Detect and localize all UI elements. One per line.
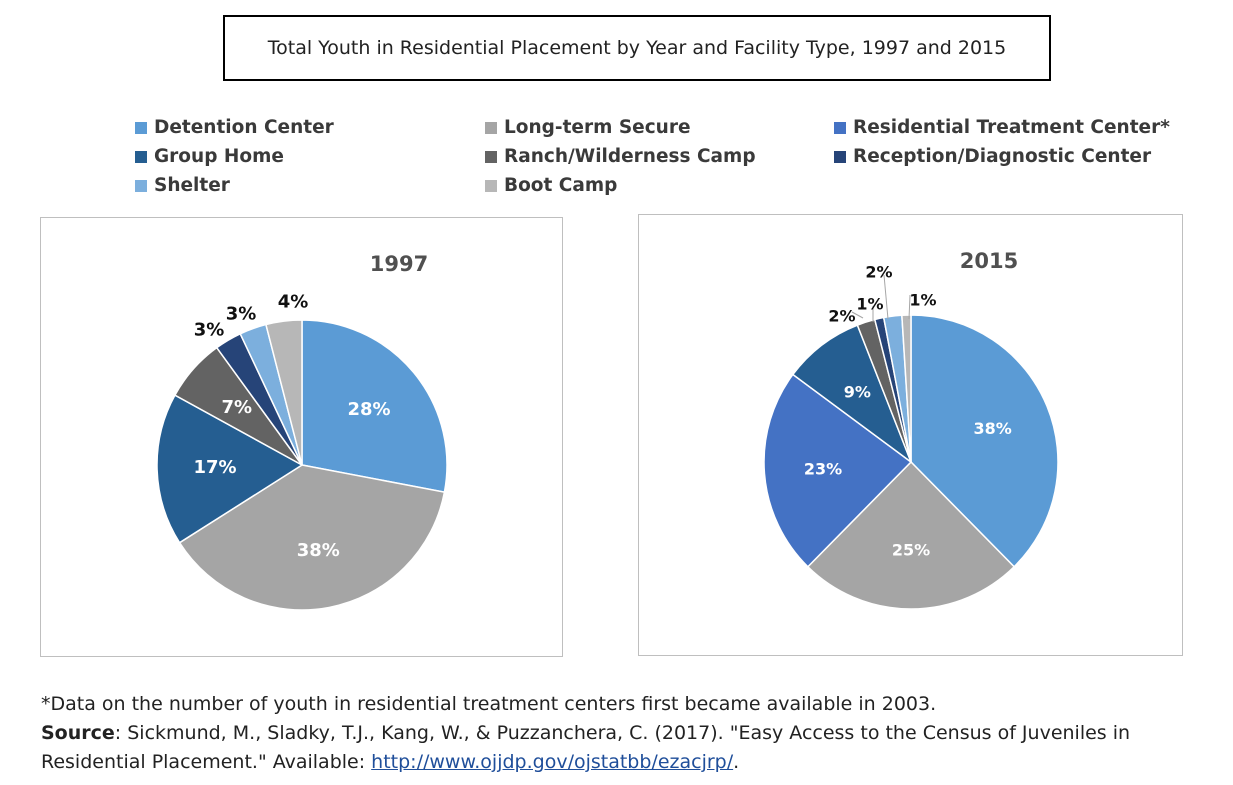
- pie-slice-residential-treatment-center: [763, 373, 913, 568]
- data-label-group-home: 9%: [844, 382, 871, 401]
- data-label-shelter: 2%: [865, 263, 892, 282]
- legend-item-boot-camp: Boot Camp: [485, 175, 617, 196]
- data-label-reception-diagnostic-center: 3%: [194, 320, 225, 341]
- source-link[interactable]: http://www.ojjdp.gov/ojstatbb/ezacjrp/: [371, 751, 734, 773]
- data-label-reception-diagnostic-center: 1%: [856, 295, 883, 314]
- legend: Detention Center Long-term Secure Reside…: [135, 117, 1175, 205]
- source-text-cont: Residential Placement." Available:: [41, 751, 372, 773]
- legend-swatch: [135, 150, 147, 163]
- data-label-long-term-secure: 38%: [297, 540, 340, 561]
- data-label-ranch-wilderness-camp: 2%: [828, 307, 855, 326]
- pie-slice-detention-center: [301, 319, 448, 494]
- chart-title: Total Youth in Residential Placement by …: [267, 37, 1007, 59]
- data-label-group-home: 17%: [193, 457, 236, 478]
- data-label-shelter: 3%: [226, 304, 257, 325]
- legend-label: Boot Camp: [504, 175, 618, 196]
- legend-swatch: [485, 121, 497, 134]
- pie-slice-boot-camp: [265, 319, 303, 466]
- legend-swatch: [834, 150, 846, 163]
- legend-label: Shelter: [154, 175, 230, 196]
- source-text: : Sickmund, M., Sladky, T.J., Kang, W., …: [114, 722, 1131, 744]
- source-label: Source: [41, 722, 115, 744]
- legend-item-reception-diagnostic-center: Reception/Diagnostic Center: [834, 146, 1151, 167]
- footnote: *Data on the number of youth in resident…: [41, 690, 1221, 777]
- pie-panel-2015: 38% 25% 23% 9% 2% 1% 2% 1% 2015: [638, 214, 1183, 656]
- legend-swatch: [135, 179, 147, 192]
- legend-label: Group Home: [154, 146, 284, 167]
- data-label-boot-camp: 1%: [909, 291, 936, 310]
- chart-title-box: Total Youth in Residential Placement by …: [223, 15, 1051, 81]
- leader-line: [851, 311, 864, 319]
- data-label-detention-center: 38%: [973, 419, 1011, 438]
- footnote-source-cont: Residential Placement." Available: http:…: [41, 748, 1221, 777]
- data-label-detention-center: 28%: [347, 399, 390, 420]
- footnote-note: *Data on the number of youth in resident…: [41, 693, 937, 715]
- legend-item-ranch-wilderness-camp: Ranch/Wilderness Camp: [485, 146, 756, 167]
- leader-line: [908, 294, 911, 320]
- legend-label: Reception/Diagnostic Center: [853, 146, 1152, 167]
- pie-slice-group-home: [156, 394, 304, 544]
- pie-title: 1997: [370, 252, 428, 276]
- data-label-residential-treatment-center: 23%: [804, 459, 842, 478]
- pie-chart-1997: 28% 38% 17% 7% 3%3% 4% 1997: [156, 252, 448, 611]
- legend-item-long-term-secure: Long-term Secure: [485, 117, 691, 138]
- legend-item-detention-center: Detention Center: [135, 117, 334, 138]
- data-label-boot-camp: 4%: [278, 292, 309, 313]
- legend-label: Ranch/Wilderness Camp: [504, 146, 756, 167]
- pie-slice-detention-center: [910, 314, 1059, 568]
- footnote-source: Source: Sickmund, M., Sladky, T.J., Kang…: [41, 719, 1221, 748]
- legend-label: Detention Center: [154, 117, 334, 138]
- pie-title: 2015: [960, 249, 1018, 273]
- legend-swatch: [485, 150, 497, 163]
- legend-label: Residential Treatment Center*: [853, 117, 1170, 138]
- data-label-long-term-secure: 25%: [892, 541, 930, 560]
- legend-item-residential-treatment-center: Residential Treatment Center*: [834, 117, 1170, 138]
- data-label-ranch-wilderness-camp: 7%: [221, 397, 252, 418]
- legend-swatch: [135, 121, 147, 134]
- legend-item-group-home: Group Home: [135, 146, 284, 167]
- pie-slice-group-home: [791, 324, 913, 465]
- pie-panel-1997: 28% 38% 17% 7% 3% 3% 4% 1997: [40, 217, 563, 657]
- pie-slice-long-term-secure: [806, 460, 1016, 610]
- pie-chart-2015: 38%25%23%9%2%1%2%1%2015: [763, 249, 1059, 610]
- pie-slice-boot-camp: [901, 314, 912, 463]
- legend-item-shelter: Shelter: [135, 175, 230, 196]
- leader-line: [883, 274, 889, 320]
- legend-swatch: [834, 121, 846, 134]
- legend-label: Long-term Secure: [504, 117, 691, 138]
- legend-swatch: [485, 179, 497, 192]
- source-end: .: [733, 751, 740, 773]
